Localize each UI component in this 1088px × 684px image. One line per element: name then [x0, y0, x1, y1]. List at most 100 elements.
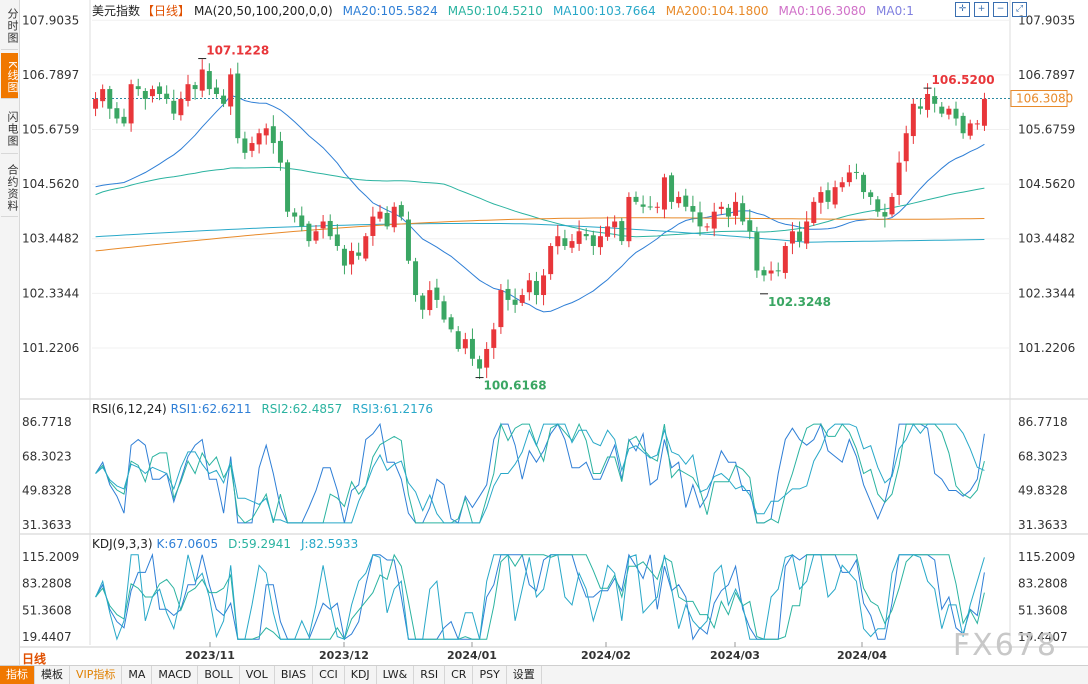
annotation-3: 106.5200 — [932, 73, 995, 87]
period-label[interactable]: 日线 — [22, 652, 47, 666]
candle-body-104 — [832, 187, 838, 205]
candle-body-27 — [285, 162, 291, 212]
candle-body-106 — [846, 172, 852, 183]
candle-body-67 — [569, 241, 575, 248]
candle-body-125 — [981, 98, 987, 126]
indicator-tab-7[interactable]: BIAS — [275, 666, 314, 684]
indicator-tab-8[interactable]: CCI — [313, 666, 345, 684]
kdj-label: KDJ(9,3,3) — [92, 537, 153, 551]
candle-body-73 — [612, 221, 618, 228]
candle-body-107 — [853, 171, 859, 173]
price-tick-left-6: 101.2206 — [22, 341, 79, 355]
price-legend: 美元指数 【日线】 MA(20,50,100,200,0,0) MA20:105.58… — [92, 2, 924, 19]
ma-values-item-0: MA20:105.5824 — [342, 4, 438, 18]
price-tick-right-5: 102.3344 — [1018, 286, 1075, 300]
kdj-tick-right-0: 115.2009 — [1018, 550, 1075, 564]
rsi-tick-left-3: 31.3633 — [22, 518, 72, 532]
fullscreen-icon[interactable]: ⤢ — [1012, 2, 1027, 17]
candle-body-102 — [818, 192, 824, 203]
rsi-tick-left-1: 68.3023 — [22, 449, 72, 463]
indicator-tab-1[interactable]: 模板 — [35, 666, 70, 684]
candle-body-90 — [733, 201, 739, 216]
candle-body-71 — [597, 236, 603, 248]
indicator-tab-12[interactable]: CR — [445, 666, 474, 684]
crosshair-icon[interactable]: ✛ — [955, 2, 970, 17]
indicator-tab-5[interactable]: BOLL — [198, 666, 240, 684]
candle-body-63 — [541, 275, 547, 296]
candle-body-79 — [654, 206, 660, 208]
sidebar-tab-1[interactable]: K线图 — [1, 53, 19, 99]
candle-body-61 — [526, 280, 532, 293]
indicator-tab-9[interactable]: KDJ — [345, 666, 377, 684]
ma-settings-label[interactable]: MA(20,50,100,200,0,0) — [194, 4, 333, 18]
indicator-tab-2[interactable]: VIP指标 — [70, 666, 123, 684]
indicator-tab-3[interactable]: MA — [122, 666, 153, 684]
sidebar-tab-2[interactable]: 闪电图 — [1, 102, 19, 154]
price-tick-left-0: 107.9035 — [22, 13, 79, 27]
ma-values-item-4: MA0:106.3080 — [778, 4, 867, 18]
ma20-line — [95, 94, 985, 313]
ma100-line — [95, 222, 985, 243]
ma-values-item-3: MA200:104.1800 — [665, 4, 769, 18]
candle-body-66 — [562, 238, 568, 246]
indicator-tab-13[interactable]: PSY — [473, 666, 507, 684]
ma-values: MA20:105.5824 MA50:104.5210 MA100:103.7664… — [343, 4, 924, 18]
ma-values-item-2: MA100:103.7664 — [552, 4, 656, 18]
candle-body-11 — [171, 100, 177, 114]
zoom-in-icon[interactable]: + — [974, 2, 989, 17]
candle-body-19 — [228, 74, 234, 107]
rsi-tick-left-0: 86.7718 — [22, 415, 72, 429]
candle-body-8 — [149, 89, 155, 97]
candle-body-16 — [206, 71, 212, 90]
axis-labels: 107.9035 107.9035 106.7897 106.7897 105.6759… — [22, 13, 1075, 662]
candle-body-110 — [875, 199, 881, 212]
candle-body-1 — [100, 89, 106, 102]
annotation-1: 100.6168 — [484, 379, 547, 393]
sidebar-tab-3[interactable]: 合约资料 — [1, 157, 19, 217]
candle-body-32 — [320, 221, 326, 229]
candle-body-35 — [341, 248, 347, 266]
candle-body-122 — [960, 115, 966, 134]
x-tick-0: 2023/11 — [185, 649, 235, 662]
indicator-tab-0[interactable]: 指标 — [0, 666, 35, 684]
indicator-tab-4[interactable]: MACD — [152, 666, 199, 684]
kdj-legend: KDJ(9,3,3) K:67.0605 D:59.2941 J:82.5933 — [92, 537, 378, 551]
candle-body-25 — [270, 126, 276, 144]
price-tick-left-3: 104.5620 — [22, 177, 79, 191]
candle-body-12 — [178, 98, 184, 116]
candle-body-93 — [754, 232, 760, 271]
candle-body-5 — [128, 84, 134, 124]
candle-body-89 — [725, 207, 731, 217]
candle-body-118 — [932, 96, 938, 104]
rsi-tick-left-2: 49.8328 — [22, 484, 72, 498]
candle-body-101 — [811, 201, 817, 223]
candle-body-112 — [889, 196, 895, 215]
indicator-tab-14[interactable]: 设置 — [507, 666, 542, 684]
ma-values-item-5: MA0:1 — [876, 4, 914, 18]
x-tick-1: 2023/12 — [319, 649, 369, 662]
candle-body-123 — [967, 123, 973, 136]
candle-body-42 — [391, 206, 397, 228]
indicator-tab-bar: 指标 模板 VIP指标 MA MACD BOLL VOL BIAS CCI KDJ LW& RSI CR… — [0, 665, 1088, 684]
kdj-tick-right-2: 51.3608 — [1018, 603, 1068, 617]
indicator-tab-10[interactable]: LW& — [377, 666, 415, 684]
zoom-out-icon[interactable]: − — [993, 2, 1008, 17]
kdj-d-line — [95, 553, 985, 641]
kdj-values-item-2: J:82.5933 — [301, 537, 359, 551]
candle-body-3 — [114, 108, 120, 119]
indicator-tab-11[interactable]: RSI — [414, 666, 446, 684]
sidebar-tab-0[interactable]: 分时图 — [1, 0, 19, 50]
period-badge[interactable]: 【日线】 — [142, 4, 191, 18]
candle-body-115 — [910, 103, 916, 137]
candle-body-77 — [640, 204, 646, 207]
candle-body-30 — [306, 223, 312, 242]
candle-body-105 — [839, 182, 845, 188]
candle-body-39 — [370, 216, 376, 236]
candle-body-78 — [647, 206, 653, 208]
candle-body-56 — [491, 329, 497, 348]
rsi1-line — [95, 422, 985, 524]
indicator-tab-6[interactable]: VOL — [240, 666, 275, 684]
candle-body-52 — [462, 339, 468, 349]
candle-body-113 — [896, 162, 902, 195]
candle-body-15 — [199, 69, 205, 91]
